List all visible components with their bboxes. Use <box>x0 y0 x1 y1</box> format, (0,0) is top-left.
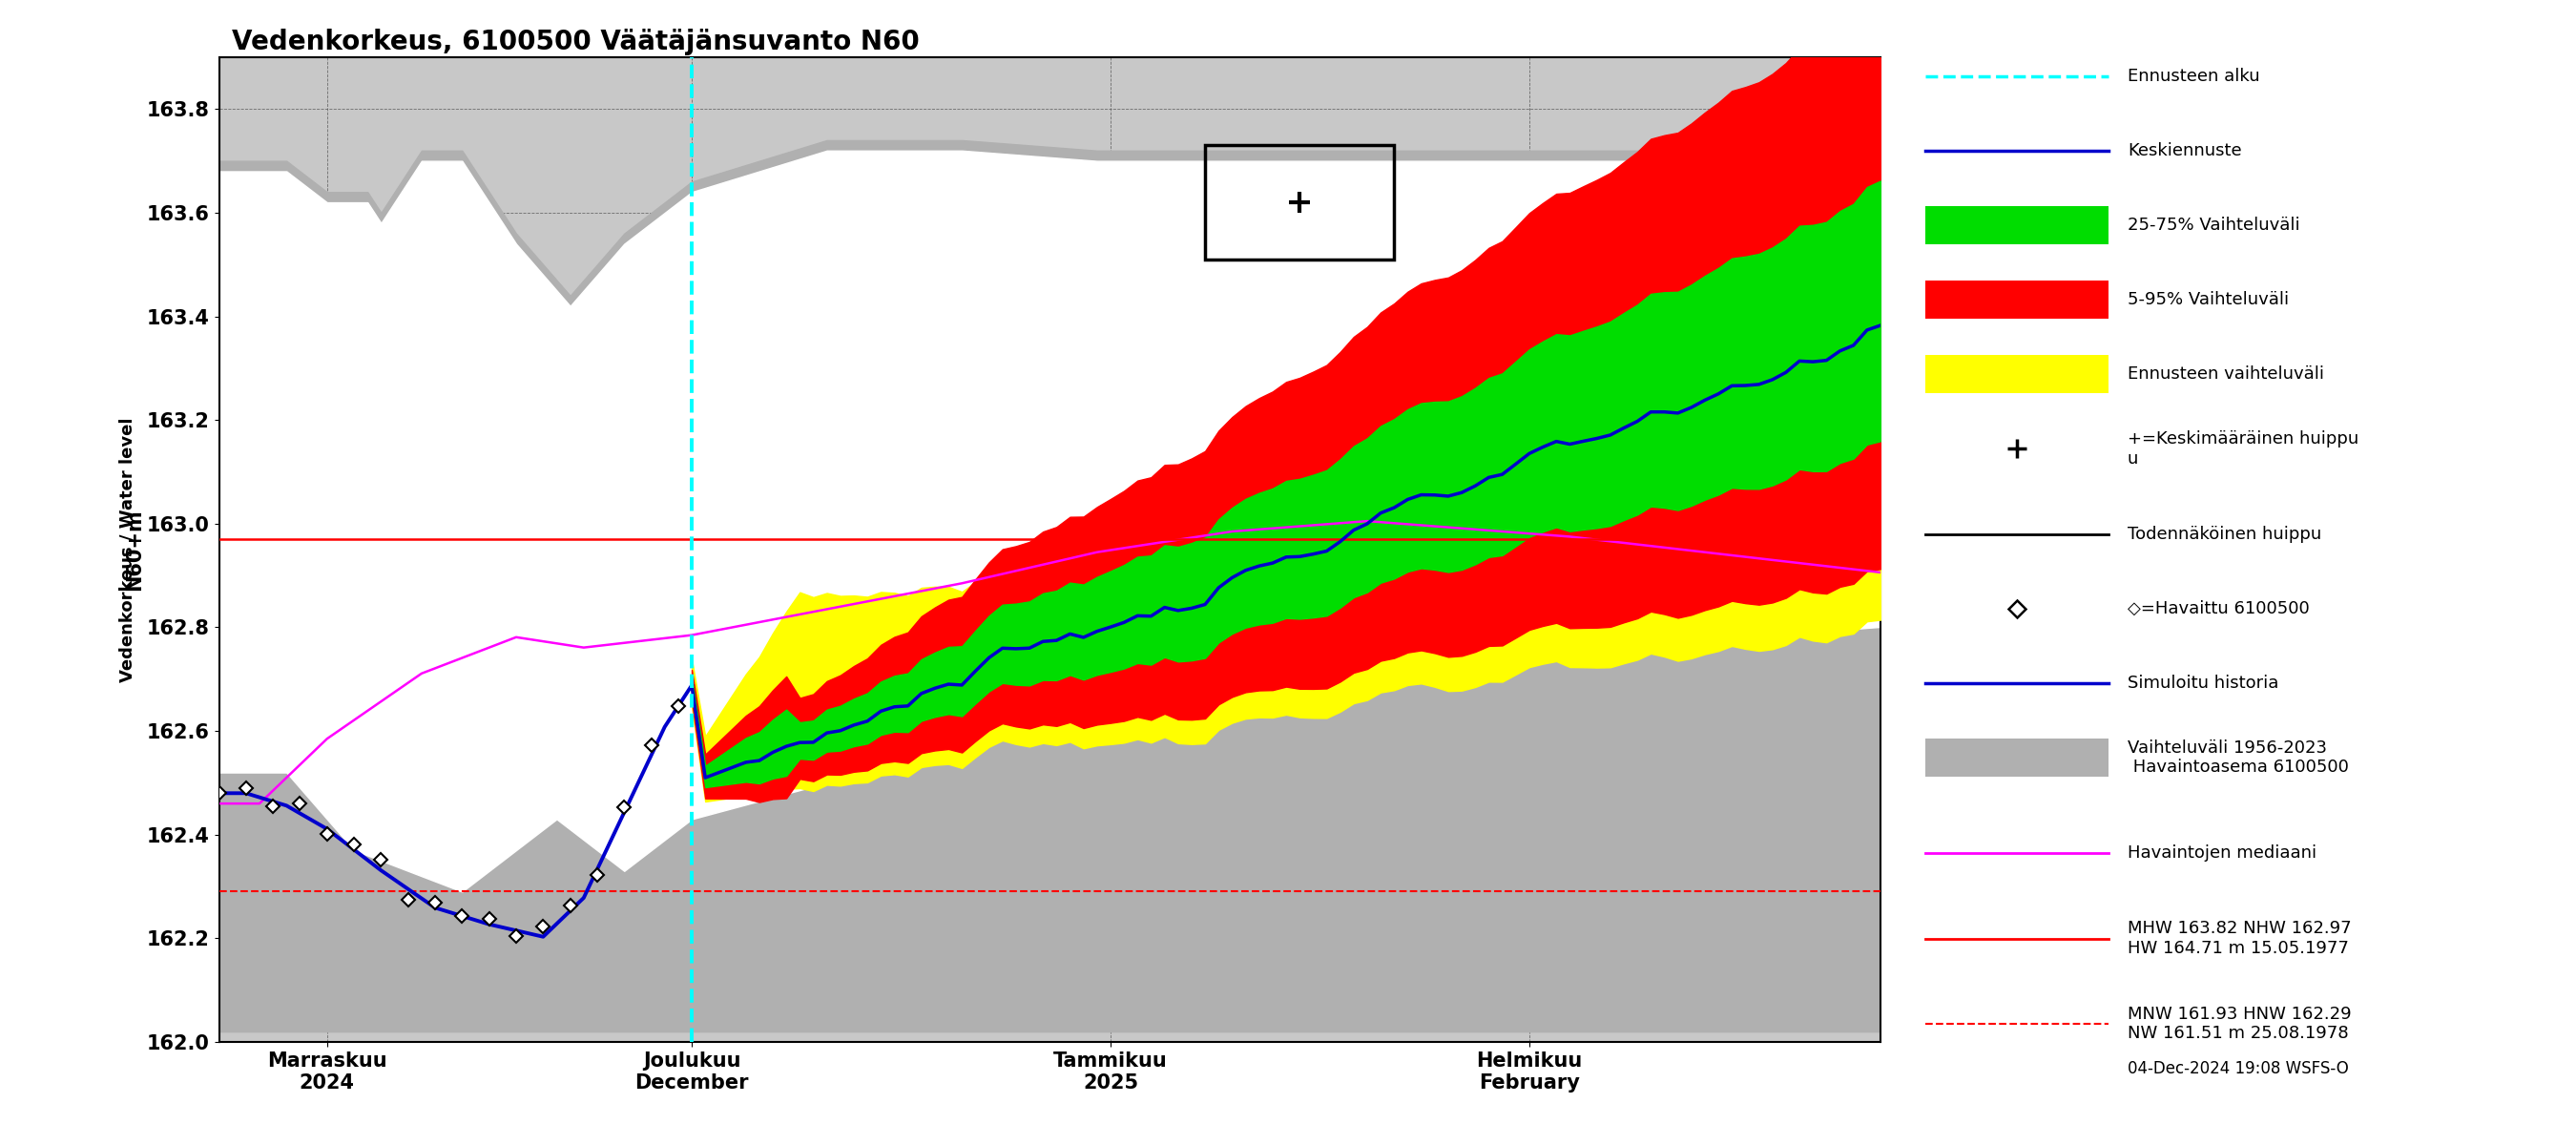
Text: Keskiennuste: Keskiennuste <box>2128 142 2241 159</box>
Text: ◇=Havaittu 6100500: ◇=Havaittu 6100500 <box>2128 600 2308 617</box>
Text: Vedenkorkeus, 6100500 Väätäjänsuvanto N60: Vedenkorkeus, 6100500 Väätäjänsuvanto N6… <box>232 29 920 55</box>
Bar <box>1206 145 1394 260</box>
Text: +=Keskimääräinen huippu
u: +=Keskimääräinen huippu u <box>2128 431 2360 467</box>
Text: Simuloitu historia: Simuloitu historia <box>2128 674 2280 692</box>
Text: Todennäköinen huippu: Todennäköinen huippu <box>2128 526 2321 543</box>
Text: Ennusteen alku: Ennusteen alku <box>2128 68 2259 85</box>
Text: MNW 161.93 HNW 162.29
NW 161.51 m 25.08.1978: MNW 161.93 HNW 162.29 NW 161.51 m 25.08.… <box>2128 1005 2352 1042</box>
Text: 5-95% Vaihteluväli: 5-95% Vaihteluväli <box>2128 291 2287 308</box>
Bar <box>1924 206 2107 244</box>
Bar <box>1924 281 2107 319</box>
Bar <box>1924 739 2107 776</box>
Text: 25-75% Vaihteluväli: 25-75% Vaihteluväli <box>2128 216 2300 234</box>
Text: Havaintojen mediaani: Havaintojen mediaani <box>2128 845 2316 862</box>
Text: 04-Dec-2024 19:08 WSFS-O: 04-Dec-2024 19:08 WSFS-O <box>2128 1060 2349 1077</box>
Y-axis label: N60+m: N60+m <box>126 508 144 591</box>
Text: MHW 163.82 NHW 162.97
HW 164.71 m 15.05.1977: MHW 163.82 NHW 162.97 HW 164.71 m 15.05.… <box>2128 921 2352 957</box>
Text: Ennusteen vaihteluväli: Ennusteen vaihteluväli <box>2128 365 2324 382</box>
Bar <box>1924 355 2107 394</box>
Text: Vaihteluväli 1956-2023
 Havaintoasema 6100500: Vaihteluväli 1956-2023 Havaintoasema 610… <box>2128 740 2349 776</box>
Text: Vedenkorkeus / Water level: Vedenkorkeus / Water level <box>118 417 137 682</box>
